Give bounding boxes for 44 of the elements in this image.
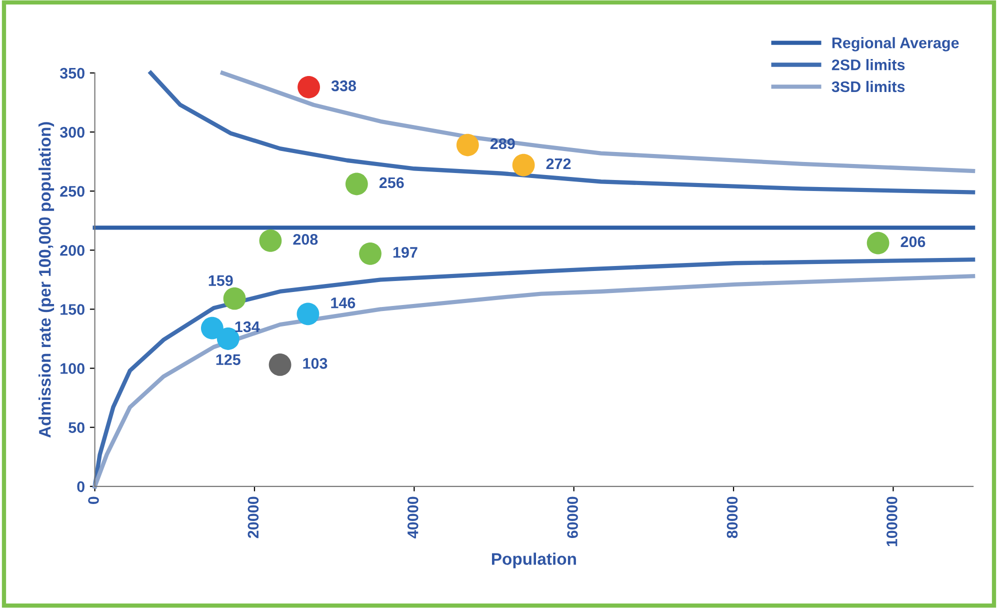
- x-tick-label: 100000: [886, 496, 898, 546]
- point: [259, 230, 282, 252]
- data-label: 206: [900, 236, 926, 248]
- line-series: [220, 70, 976, 174]
- x-tick-label: 20000: [248, 496, 259, 538]
- line-series: [148, 70, 976, 194]
- x-tick-label: 0: [88, 496, 99, 504]
- y-tick-label: 50: [68, 422, 84, 434]
- data-label: 338: [331, 80, 356, 92]
- point: [866, 232, 890, 254]
- data-label: 197: [393, 246, 418, 258]
- x-tick-label: 80000: [726, 496, 738, 538]
- y-tick-label: 150: [60, 304, 84, 315]
- y-tick-label: 250: [60, 186, 84, 197]
- point: [456, 134, 479, 156]
- y-tick-label: 300: [60, 126, 84, 138]
- data-label: 125: [216, 354, 240, 366]
- y-tick-label: 350: [60, 68, 84, 79]
- data-label: 256: [379, 177, 404, 188]
- legend-label: 3SD limits: [832, 80, 905, 92]
- x-axis-title: Population: [492, 552, 576, 568]
- x-tick-label: 40000: [407, 496, 418, 538]
- point: [359, 242, 382, 265]
- point: [268, 354, 292, 376]
- data-label: 289: [490, 138, 515, 150]
- x-tick-label: 60000: [567, 496, 578, 538]
- point: [296, 302, 320, 326]
- point: [223, 287, 246, 310]
- point: [512, 154, 535, 176]
- data-label: 208: [293, 234, 318, 245]
- point: [345, 172, 368, 196]
- point: [298, 76, 320, 98]
- y-tick-label: 0: [77, 481, 84, 492]
- data-label: 159: [208, 275, 233, 286]
- point: [200, 316, 224, 340]
- legend-label: 2SD limits: [832, 59, 905, 70]
- y-tick-label: 200: [60, 245, 84, 256]
- data-label: 146: [331, 297, 356, 308]
- y-axis-title: Admission rate (per 100,000 population): [38, 122, 54, 438]
- data-label: 103: [303, 358, 328, 369]
- y-tick-label: 100: [60, 363, 84, 374]
- data-label: 134: [235, 321, 260, 332]
- data-label: 272: [546, 158, 571, 170]
- legend-label: Regional Average: [832, 37, 959, 52]
